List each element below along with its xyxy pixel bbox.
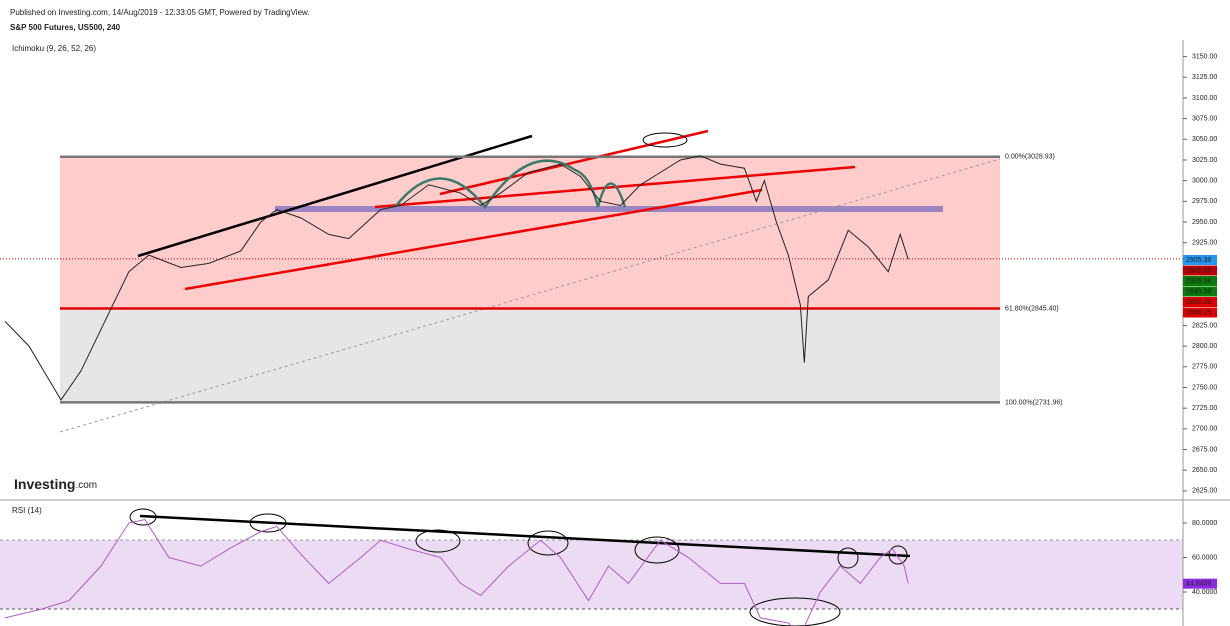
circle-note [527,530,569,556]
trend-line [139,514,911,558]
diag [59,158,1001,433]
y-tick-label: 2975.00 [1192,198,1217,205]
fib-label: 100.00%(2731.96) [1005,399,1063,406]
logo-text: Investing [14,476,75,492]
pane-title: Ichimoku (9, 26, 52, 26) [12,44,96,53]
trend-line [184,188,763,291]
series-line [4,155,909,401]
price-tag-label: 2868.25 [1186,309,1211,316]
y-tick-label: 2775.00 [1192,364,1217,371]
price-tag-label: 2905.38 [1186,257,1211,264]
pane-title: RSI (14) [12,506,42,515]
y-tick-label: 2625.00 [1192,488,1217,495]
rsi-band [0,540,1183,609]
price-tag [1183,255,1217,265]
y-tick-label: 2825.00 [1192,322,1217,329]
y-tick-label: 2950.00 [1192,219,1217,226]
y-tick-label: 40.0000 [1192,589,1217,596]
y-tick-label: 2650.00 [1192,467,1217,474]
fib-label: 0.00%(3028.93) [1005,154,1055,161]
circle-note [129,508,157,526]
circle-note [837,547,859,569]
published: Published on Investing.com, 14/Aug/2019 … [10,8,310,17]
price-tag-label: 2905.38 [1186,278,1211,285]
drawings [0,129,1183,626]
y-tick-label: 2750.00 [1192,384,1217,391]
price-tag-label: 2890.38 [1186,299,1211,306]
circle-note [749,597,841,626]
y-tick-label: 2675.00 [1192,446,1217,453]
y-tick-label: 80.0000 [1192,520,1217,527]
y-tick-label: 3050.00 [1192,136,1217,143]
logo: Investing.com [14,476,97,492]
pattern-arc [394,159,627,210]
y-tick-label: 2725.00 [1192,405,1217,412]
y-tick-label: 2925.00 [1192,240,1217,247]
support-band [275,206,943,212]
y-tick-label: 3150.00 [1192,53,1217,60]
price-tag [1183,276,1217,286]
y-tick-label: 3125.00 [1192,74,1217,81]
fib-zone [60,308,1000,403]
price-tag [1183,286,1217,297]
price-tag [1183,265,1217,276]
y-tick-label: 3025.00 [1192,157,1217,164]
price-tag [1183,307,1217,318]
price-tag [1183,578,1217,589]
logo-suffix: .com [75,480,97,491]
circle-note [249,513,287,533]
y-tick-label: 3000.00 [1192,177,1217,184]
price-tag-label: 2890.38 [1186,288,1211,295]
series-line [4,518,909,626]
price-tag [1183,297,1217,307]
y-tick-label: 2700.00 [1192,426,1217,433]
circle-note [888,545,908,565]
y-tick-label: 3075.00 [1192,115,1217,122]
fib-label: 61.80%(2845.40) [1005,305,1059,312]
price-tag-label: 44.8409 [1186,581,1211,588]
circle-note [642,132,688,148]
trend-line [439,129,709,196]
circle-note [415,529,461,553]
symbol: S&P 500 Futures, US500, 240 [10,23,121,32]
price-tag-label: 2905.38 [1186,267,1211,274]
y-tick-label: 60.0000 [1192,554,1217,561]
y-tick-label: 3100.00 [1192,95,1217,102]
circle-note [634,536,680,564]
y-tick-label: 2800.00 [1192,343,1217,350]
